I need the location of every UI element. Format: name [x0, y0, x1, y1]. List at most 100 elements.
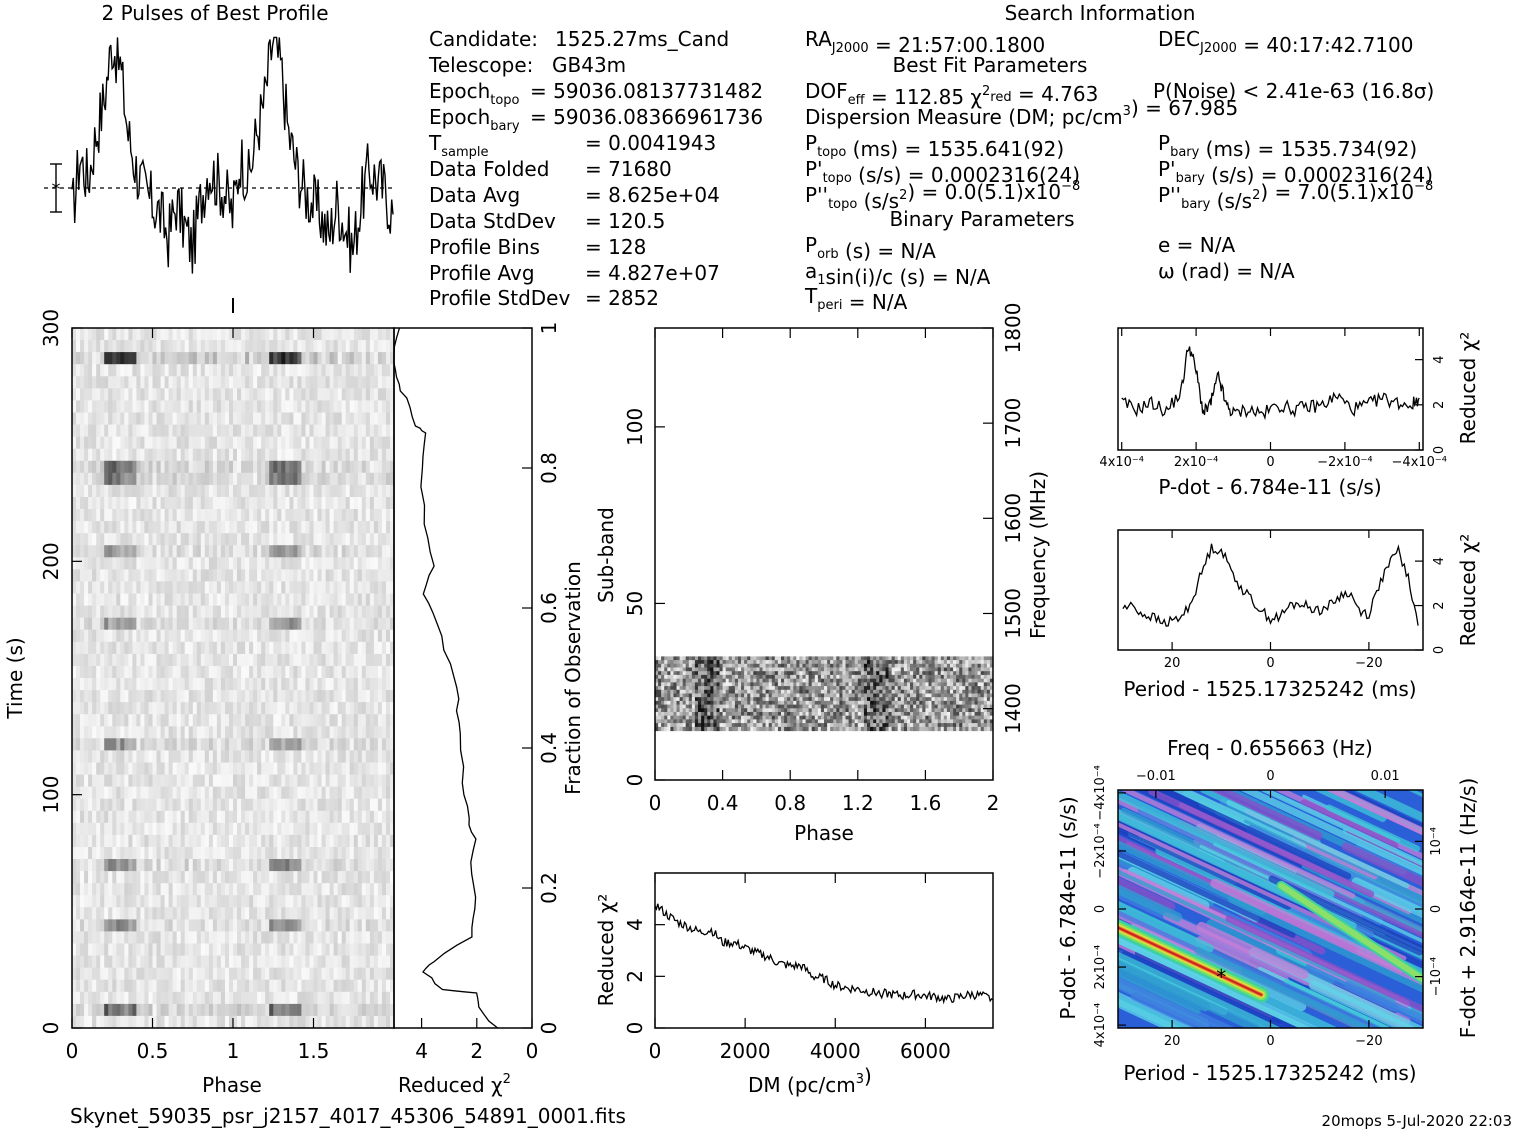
- candidate-row-3-label: Epochbary: [429, 105, 520, 134]
- tperi-text: Tperi = N/A: [804, 284, 908, 314]
- profile-mean-marker: *: [52, 179, 61, 200]
- subband-ylabel-2: 100: [623, 408, 647, 446]
- subband-xlabel-4: 1.6: [909, 791, 941, 815]
- dm-ylabel-0: 0: [623, 1022, 647, 1035]
- time-chi2-y2label-2: 0.4: [537, 732, 561, 764]
- pdot-xlabel-4: −4x10⁻⁴: [1392, 455, 1447, 470]
- pdbary-text: P'bary (s/s) = 0.0002316(24): [1158, 157, 1433, 187]
- subband-phase-frame: [654, 327, 994, 781]
- time-phase-xlabel-0: 0: [66, 1039, 79, 1063]
- ppdot-ylabel-1: 2x10⁻⁴: [1093, 945, 1108, 990]
- time-chi2-y2label-3: 0.6: [537, 592, 561, 624]
- dm-chi2-line: [654, 903, 994, 1005]
- time-phase-xlabel-2: 1: [227, 1039, 240, 1063]
- pbary-text: Pbary (ms) = 1535.734(92): [1158, 131, 1417, 161]
- ppdot-alias-band-1: [1278, 882, 1423, 983]
- ppdot-y2axis-title: F-dot + 2.9164e-11 (Hz/s): [1456, 778, 1480, 1039]
- ppdot-best-marker: *: [1216, 965, 1226, 989]
- dm-ylabel-1: 2: [623, 970, 647, 983]
- ppdot-x2label-2: 0.01: [1371, 769, 1400, 784]
- candidate-row-8-label: Profile Bins: [429, 235, 540, 259]
- period-xaxis-title: Period - 1525.17325242 (ms): [1123, 677, 1416, 701]
- time-phase-yaxis-title: Time (s): [3, 637, 27, 719]
- dec-text: DECJ2000 = 40:17:42.7100: [1158, 27, 1414, 57]
- period-xlabel-0: 20: [1164, 656, 1181, 671]
- ppdot-xlabel-1: 0: [1266, 1034, 1274, 1049]
- dm-xlabel-2: 4000: [810, 1039, 861, 1063]
- ecc-text: e = N/A: [1158, 233, 1235, 257]
- ppdot-yaxis-title: P-dot - 6.784e-11 (s/s): [1056, 796, 1080, 1019]
- time-chi2-xlabel-0: 4: [415, 1039, 428, 1063]
- dm-xlabel-1: 2000: [720, 1039, 771, 1063]
- profile-title: 2 Pulses of Best Profile: [102, 1, 329, 25]
- time-phase-xlabel-3: 1.5: [298, 1039, 330, 1063]
- dof-text: DOFeff = 112.85 χ2red = 4.763: [805, 79, 1098, 109]
- pdot-xlabel-1: 2x10⁻⁴: [1174, 455, 1219, 470]
- ppdot-x2axis-title: Freq - 0.655663 (Hz): [1167, 736, 1373, 760]
- dm-text: Dispersion Measure (DM; pc/cm3) = 67.985: [805, 96, 1238, 129]
- subband-y2label-4: 1800: [1001, 303, 1025, 354]
- candidate-row-4-label: Tsample: [428, 131, 488, 160]
- pdot-xlabel-0: 4x10⁻⁴: [1099, 455, 1144, 470]
- ppdot-xlabel-2: −20: [1355, 1034, 1382, 1049]
- candidate-row-7-value: = 120.5: [585, 209, 665, 233]
- pdot-chi2-line: [1121, 346, 1420, 421]
- period-y2label-0: 0: [1432, 646, 1447, 654]
- ppdot-y2label-0: −10⁻⁴: [1429, 957, 1444, 997]
- time-chi2-xlabel-1: 2: [470, 1039, 483, 1063]
- time-phase-image: [72, 328, 395, 1029]
- dm-xlabel-0: 0: [649, 1039, 662, 1063]
- candidate-row-5-label: Data Folded: [429, 157, 549, 181]
- subband-xlabel-5: 2: [987, 791, 1000, 815]
- subband-xlabel-1: 0.4: [707, 791, 739, 815]
- candidate-row-0-label: Candidate:: [429, 27, 538, 51]
- candidate-row-9-value: = 4.827e+07: [585, 261, 720, 285]
- time-phase-ylabel-0: 0: [39, 1022, 63, 1035]
- ppdot-x2label-0: −0.01: [1136, 769, 1176, 784]
- candidate-row-0-value: 1525.27ms_Cand: [555, 27, 729, 51]
- pdot-chi2-frame: [1117, 327, 1424, 451]
- period-chi2-line: [1122, 543, 1419, 627]
- candidate-row-8-value: = 128: [585, 235, 646, 259]
- time-chi2-y2label-4: 0.8: [537, 452, 561, 484]
- ppdot-ylabel-0: 4x10⁻⁴: [1093, 1003, 1108, 1048]
- subband-xaxis-title: Phase: [794, 821, 854, 845]
- period-xlabel-2: −20: [1355, 656, 1382, 671]
- period-y2axis-title: Reduced χ²: [1456, 534, 1480, 647]
- ppdot-y2label-2: 10⁻⁴: [1429, 827, 1444, 856]
- ppdot-peak-band-4: [1118, 926, 1263, 996]
- pdot-xaxis-title: P-dot - 6.784e-11 (s/s): [1158, 475, 1381, 499]
- pdot-y2label-2: 4: [1432, 355, 1447, 363]
- ppdot-ylabel-3: −2x10⁻⁴: [1093, 823, 1108, 878]
- ppdot-xlabel-0: 20: [1164, 1034, 1181, 1049]
- subband-yaxis-title: Sub-band: [594, 507, 618, 603]
- time-chi2-line: [393, 327, 499, 1029]
- ppdot-xaxis-title: Period - 1525.17325242 (ms): [1123, 1061, 1416, 1085]
- omega-text: ω (rad) = N/A: [1158, 259, 1295, 283]
- dm-xaxis-title: DM (pc/cm3): [748, 1064, 872, 1097]
- candidate-row-9-label: Profile Avg: [429, 261, 535, 285]
- pdtopo-text: P'topo (s/s) = 0.0002316(24): [805, 157, 1080, 187]
- time-chi2-y2label-0: 0: [537, 1022, 561, 1035]
- subband-y2label-3: 1700: [1001, 398, 1025, 449]
- ppdot-x2label-1: 0: [1266, 769, 1274, 784]
- time-chi2-xaxis-title: Reduced χ2: [398, 1072, 511, 1097]
- candidate-row-10-value: = 2852: [585, 286, 659, 310]
- subband-xlabel-0: 0: [649, 791, 662, 815]
- candidate-row-5-value: = 71680: [585, 157, 672, 181]
- time-phase-ylabel-3: 300: [39, 309, 63, 347]
- candidate-row-2-label: Epochtopo: [429, 79, 520, 108]
- footer-filename: Skynet_59035_psr_j2157_4017_45306_54891_…: [70, 1104, 626, 1128]
- time-chi2-xlabel-2: 0: [526, 1039, 539, 1063]
- candidate-row-3-value: = 59036.08366961736: [530, 105, 763, 129]
- time-chi2-y2label-1: 0.2: [537, 872, 561, 904]
- subband-y2label-0: 1400: [1001, 683, 1025, 734]
- pdot-xlabel-2: 0: [1266, 455, 1274, 470]
- ppdot-image: [1118, 790, 1423, 1028]
- candidate-row-1-label: Telescope:: [428, 53, 533, 77]
- footer-stamp: 20mops 5-Jul-2020 22:03: [1322, 1112, 1512, 1130]
- pnoise-text: P(Noise) < 2.41e-63 (16.8σ): [1153, 79, 1434, 103]
- candidate-row-7-label: Data StdDev: [429, 209, 556, 233]
- porb-text: Porb (s) = N/A: [805, 233, 936, 263]
